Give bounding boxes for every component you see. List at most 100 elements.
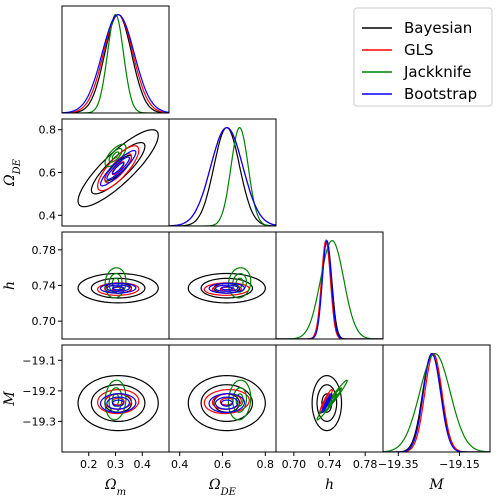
panel-frame xyxy=(168,118,277,227)
contour-jackknife-M-om-3 xyxy=(104,379,127,421)
contour-bayesian-ode-om-3 xyxy=(77,129,159,208)
plot-area-ode-ode xyxy=(169,126,276,226)
contour-bootstrap-M-om-1 xyxy=(112,399,125,407)
contour-bootstrap-M-om-3 xyxy=(99,393,137,414)
panel-h-h xyxy=(275,231,384,340)
contour-gls-M-om-3 xyxy=(96,389,140,415)
legend-label-bayesian: Bayesian xyxy=(404,19,472,37)
x-tick-label-om: 0.4 xyxy=(134,458,152,471)
x-tick-label-h: 0.78 xyxy=(353,458,378,471)
panel-M-ode: 0.4 0.6 0.8 ΩDE xyxy=(168,344,277,498)
contour-bayesian-M-om-2 xyxy=(90,384,146,422)
y-tick-label-ode: 0.4 xyxy=(39,209,57,222)
panel-frame xyxy=(168,344,277,453)
contour-bootstrap-h-ode-3 xyxy=(208,282,245,294)
contour-jackknife-M-ode-3 xyxy=(227,379,252,421)
contour-jackknife-h-ode-3 xyxy=(227,267,252,299)
contour-jackknife-ode-om-2 xyxy=(108,147,123,163)
y-axis-label-M: M xyxy=(2,391,18,407)
x-tick-label-ode: 0.8 xyxy=(257,458,275,471)
panel-M-M: −19.35 −19.15 M xyxy=(378,344,491,493)
plot-area-om-om xyxy=(62,13,169,113)
plot-area-h-om xyxy=(77,267,159,304)
plot-area-h-ode xyxy=(187,267,266,304)
legend-label-jackknife: Jackknife xyxy=(403,63,471,81)
x-tick-label-ode: 0.4 xyxy=(171,458,189,471)
density-jackknife-ode xyxy=(169,126,276,226)
contour-gls-ode-om-3 xyxy=(96,145,140,192)
contour-jackknife-h-om-3 xyxy=(104,267,127,299)
plot-area-M-om xyxy=(77,374,159,432)
panel-h-om: 0.70 0.74 0.78 h xyxy=(2,231,170,340)
x-tick-label-om: 0.3 xyxy=(107,458,125,471)
x-tick-label-ode: 0.6 xyxy=(214,458,232,471)
y-tick-label-h: 0.74 xyxy=(32,280,57,293)
x-axis-label-ode: ΩDE xyxy=(208,477,237,498)
contour-jackknife-ode-om-1 xyxy=(111,151,120,160)
contour-bayesian-M-h-3 xyxy=(311,374,343,432)
contour-jackknife-M-ode-1 xyxy=(235,393,244,407)
panel-M-om: 0.2 0.3 0.4 Ωm −19.3 −19.2 −19.1 M xyxy=(2,344,170,498)
density-bayesian-om xyxy=(62,13,169,113)
plot-area-M-ode xyxy=(187,374,266,432)
legend: Bayesian GLS Jackknife Bootstrap xyxy=(353,7,493,107)
x-tick-label-h: 0.70 xyxy=(282,458,307,471)
panel-frame xyxy=(382,344,491,453)
contour-bootstrap-M-ode-2 xyxy=(214,396,239,410)
y-tick-label-M: −19.1 xyxy=(22,354,56,367)
contour-jackknife-M-om-2 xyxy=(108,387,123,413)
y-axis-label-ode: ΩDE xyxy=(2,158,23,187)
contour-bootstrap-M-ode-1 xyxy=(220,399,233,407)
contour-jackknife-M-om-1 xyxy=(111,393,120,407)
contour-bayesian-M-ode-2 xyxy=(200,384,254,422)
y-axis-label-h: h xyxy=(2,281,18,290)
contour-bootstrap-h-om-1 xyxy=(112,286,125,291)
contour-bayesian-h-om-2 xyxy=(90,277,146,299)
contour-bootstrap-h-ode-1 xyxy=(220,286,233,291)
x-axis-label-h: h xyxy=(325,477,334,493)
x-tick-label-M: −19.15 xyxy=(439,458,480,471)
contour-gls-M-ode-1 xyxy=(219,397,234,406)
plot-area-ode-om xyxy=(77,129,159,208)
panel-ode-ode xyxy=(168,118,277,227)
y-tick-label-M: −19.2 xyxy=(22,385,56,398)
panel-frame xyxy=(275,231,384,340)
density-jackknife-om xyxy=(62,13,169,113)
panel-M-h: 0.70 0.74 0.78 h xyxy=(275,344,384,493)
x-axis-label-M: M xyxy=(428,477,444,493)
contour-bootstrap-ode-om-3 xyxy=(99,150,137,187)
contour-bayesian-h-om-3 xyxy=(77,272,159,304)
contour-jackknife-M-ode-2 xyxy=(232,387,248,413)
contour-bayesian-h-ode-3 xyxy=(187,272,266,304)
x-tick-label-h: 0.74 xyxy=(317,458,342,471)
contour-bootstrap-ode-om-2 xyxy=(106,156,130,181)
legend-label-bootstrap: Bootstrap xyxy=(404,85,477,103)
x-tick-label-M: −19.35 xyxy=(378,458,419,471)
y-tick-label-M: −19.3 xyxy=(22,415,56,428)
y-tick-label-h: 0.70 xyxy=(32,315,57,328)
density-bootstrap-h xyxy=(276,239,383,339)
contour-jackknife-M-h-3 xyxy=(316,379,348,421)
legend-frame xyxy=(353,7,493,107)
contour-bootstrap-h-ode-2 xyxy=(214,284,239,292)
panel-ode-om: 0.4 0.6 0.8 ΩDE xyxy=(2,118,170,227)
density-gls-om xyxy=(62,13,169,113)
contour-gls-M-ode-3 xyxy=(203,389,250,415)
contour-gls-h-ode-3 xyxy=(203,282,250,296)
legend-items: Bayesian GLS Jackknife Bootstrap xyxy=(362,19,477,103)
contour-bootstrap-M-h-3 xyxy=(321,393,333,414)
contour-bootstrap-M-ode-3 xyxy=(208,393,245,414)
y-tick-label-h: 0.78 xyxy=(32,244,57,257)
contour-bootstrap-h-om-3 xyxy=(99,282,137,294)
contour-bayesian-M-om-3 xyxy=(77,374,159,432)
panels-layer: 0.4 0.6 0.8 ΩDE 0.70 0.74 0.78 h 0.2 0.3 0.4 Ωm −19.… xyxy=(2,5,491,498)
contour-bayesian-M-ode-3 xyxy=(187,374,266,432)
density-bootstrap-ode xyxy=(169,126,276,226)
x-axis-label-om: Ωm xyxy=(104,477,126,498)
density-bayesian-ode xyxy=(169,126,276,226)
panel-h-ode xyxy=(168,231,277,340)
legend-label-gls: GLS xyxy=(404,41,434,59)
panel-frame xyxy=(61,5,170,114)
contour-bootstrap-M-om-2 xyxy=(106,396,130,410)
